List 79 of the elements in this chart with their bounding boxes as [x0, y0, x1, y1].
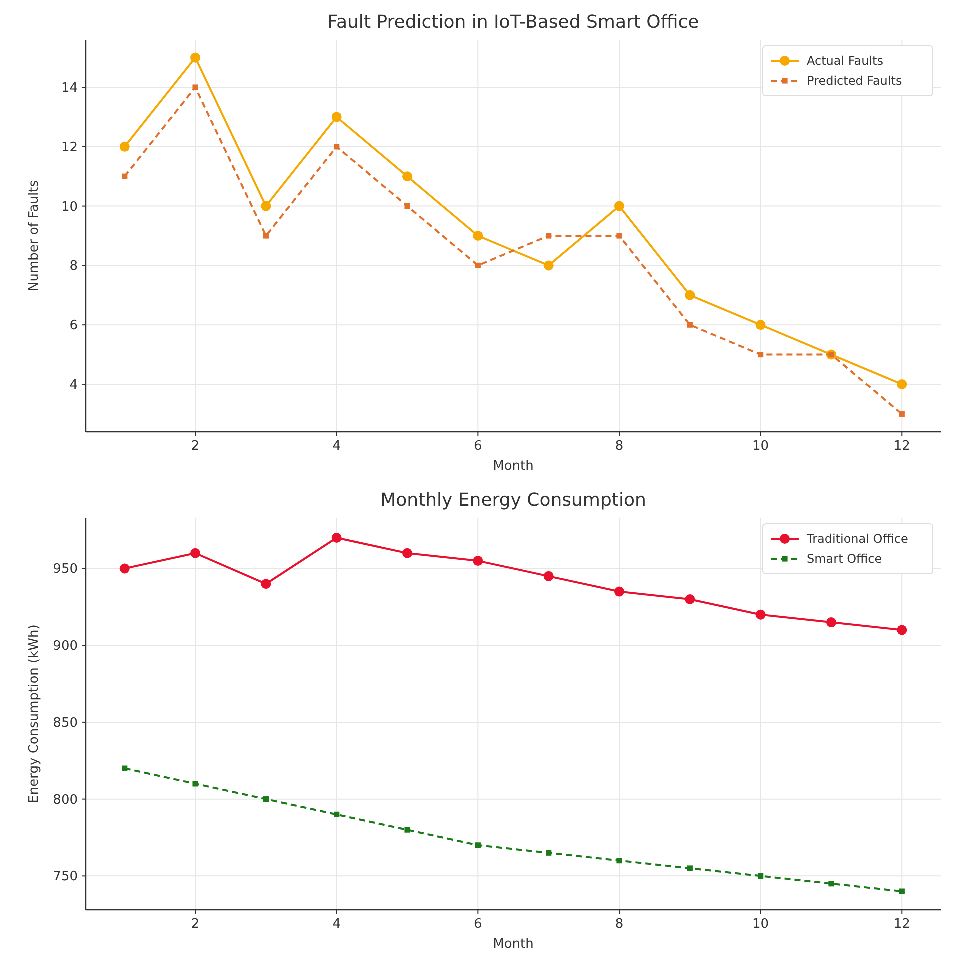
- point: [263, 796, 269, 802]
- point: [685, 594, 696, 604]
- point: [334, 812, 340, 818]
- point: [192, 781, 198, 787]
- y-axis-title: Number of Faults: [27, 180, 42, 292]
- point: [473, 231, 484, 241]
- y-tick-label: 8: [70, 259, 78, 274]
- point: [402, 172, 413, 182]
- point: [546, 850, 552, 856]
- legend-label: Traditional Office: [806, 532, 908, 546]
- x-tick-label: 6: [474, 917, 482, 932]
- point: [122, 174, 128, 180]
- point: [897, 625, 908, 636]
- y-tick-label: 14: [61, 81, 78, 96]
- point: [899, 888, 905, 894]
- x-tick-label: 10: [752, 917, 770, 932]
- y-axis-title: Energy Consumption (kWh): [27, 624, 42, 804]
- x-axis-title: Month: [493, 937, 534, 952]
- point: [687, 866, 693, 872]
- point: [332, 112, 342, 122]
- point: [897, 379, 908, 390]
- legend-label: Actual Faults: [807, 54, 884, 68]
- point: [544, 260, 554, 271]
- point: [332, 532, 342, 543]
- point: [475, 262, 481, 268]
- point: [616, 858, 622, 864]
- y-tick-label: 10: [61, 200, 78, 215]
- x-tick-label: 4: [332, 439, 341, 454]
- point: [475, 842, 481, 848]
- point: [899, 411, 905, 417]
- chart-title: Fault Prediction in IoT-Based Smart Office: [328, 12, 700, 33]
- point: [758, 352, 764, 358]
- point: [828, 881, 834, 887]
- legend-label: Predicted Faults: [807, 74, 902, 88]
- x-tick-label: 12: [894, 439, 910, 454]
- point: [758, 873, 764, 879]
- point: [120, 142, 130, 152]
- point: [402, 548, 413, 558]
- point: [120, 564, 130, 574]
- point: [826, 618, 836, 628]
- point: [616, 233, 622, 239]
- point: [263, 233, 269, 239]
- point: [261, 201, 272, 212]
- point: [261, 579, 272, 590]
- point: [546, 233, 552, 239]
- y-tick-label: 4: [70, 378, 78, 393]
- point: [756, 320, 766, 330]
- point: [614, 201, 624, 212]
- chart-title: Monthly Energy Consumption: [380, 490, 646, 511]
- x-tick-label: 6: [474, 439, 482, 454]
- x-tick-label: 4: [332, 917, 341, 932]
- y-tick-label: 12: [61, 140, 78, 156]
- point: [190, 52, 201, 63]
- y-tick-label: 950: [53, 562, 78, 578]
- x-tick-label: 12: [894, 917, 910, 932]
- point: [334, 144, 340, 150]
- point: [190, 548, 201, 558]
- x-tick-label: 8: [615, 917, 624, 932]
- x-tick-label: 2: [191, 439, 200, 454]
- point: [192, 84, 198, 90]
- point: [122, 766, 128, 772]
- x-axis-title: Month: [493, 459, 534, 474]
- point: [687, 322, 693, 328]
- legend-label: Smart Office: [807, 552, 882, 566]
- point: [404, 204, 410, 210]
- point: [614, 586, 624, 597]
- y-tick-label: 900: [53, 639, 78, 654]
- y-tick-label: 6: [70, 318, 78, 334]
- point: [544, 571, 554, 582]
- point: [685, 290, 696, 300]
- point: [756, 610, 766, 620]
- y-tick-label: 850: [53, 716, 78, 731]
- x-tick-label: 8: [615, 439, 624, 454]
- y-tick-label: 800: [53, 792, 78, 808]
- point: [404, 827, 410, 833]
- point: [473, 556, 484, 566]
- x-tick-label: 2: [191, 917, 200, 932]
- x-tick-label: 10: [752, 439, 770, 454]
- y-tick-label: 750: [53, 870, 78, 885]
